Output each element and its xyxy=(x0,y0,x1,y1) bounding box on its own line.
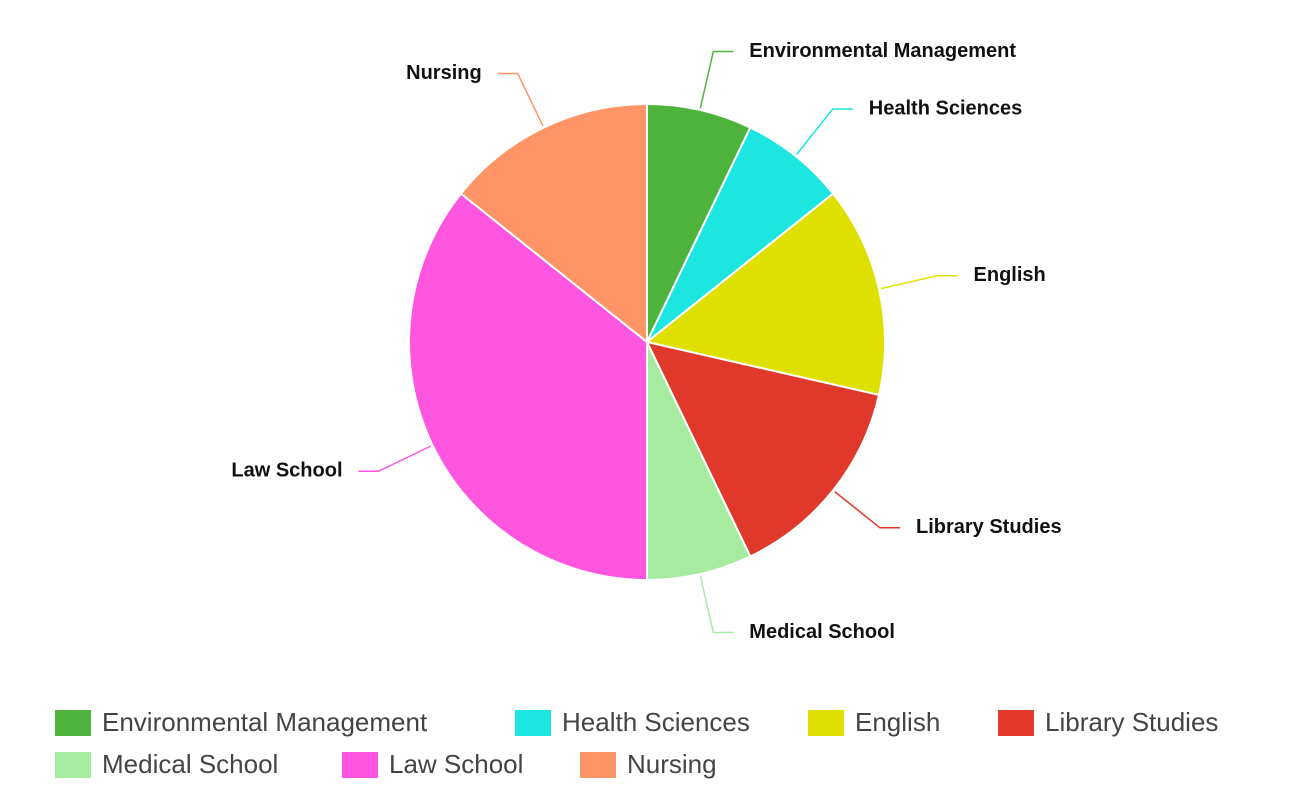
legend-label: English xyxy=(855,707,940,737)
pie-slice xyxy=(459,102,648,345)
slice-label: Law School xyxy=(231,460,342,482)
legend-label: Law School xyxy=(389,749,523,779)
leader-line xyxy=(880,274,958,290)
leader-line xyxy=(497,72,544,127)
legend-swatch xyxy=(808,710,844,736)
legend-label: Medical School xyxy=(102,749,278,779)
pie-slice xyxy=(645,340,881,558)
leader-line xyxy=(699,575,734,634)
pie-slice xyxy=(646,341,752,582)
slice-label: Health Sciences xyxy=(869,97,1022,119)
slice-label: Library Studies xyxy=(916,516,1062,538)
pie-slice xyxy=(646,102,752,343)
slice-label: Nursing xyxy=(406,62,482,84)
legend-swatch xyxy=(55,752,91,778)
legend-swatch xyxy=(515,710,551,736)
legend-label: Environmental Management xyxy=(102,707,428,737)
legend-swatch xyxy=(580,752,616,778)
leader-line xyxy=(834,491,900,529)
legend-swatch xyxy=(342,752,378,778)
legend-label: Nursing xyxy=(627,749,717,779)
leader-line xyxy=(699,50,734,109)
pie-slice xyxy=(644,192,886,397)
slice-label: Environmental Management xyxy=(749,40,1016,62)
leader-line xyxy=(796,108,853,155)
pie-slice xyxy=(408,192,648,582)
legend-swatch xyxy=(55,710,91,736)
slice-label: Medical School xyxy=(749,621,895,643)
pie-slice xyxy=(646,126,835,343)
slice-label: English xyxy=(974,264,1046,286)
leader-line xyxy=(358,445,432,473)
legend-label: Health Sciences xyxy=(562,707,750,737)
legend-label: Library Studies xyxy=(1045,707,1218,737)
legend-swatch xyxy=(998,710,1034,736)
